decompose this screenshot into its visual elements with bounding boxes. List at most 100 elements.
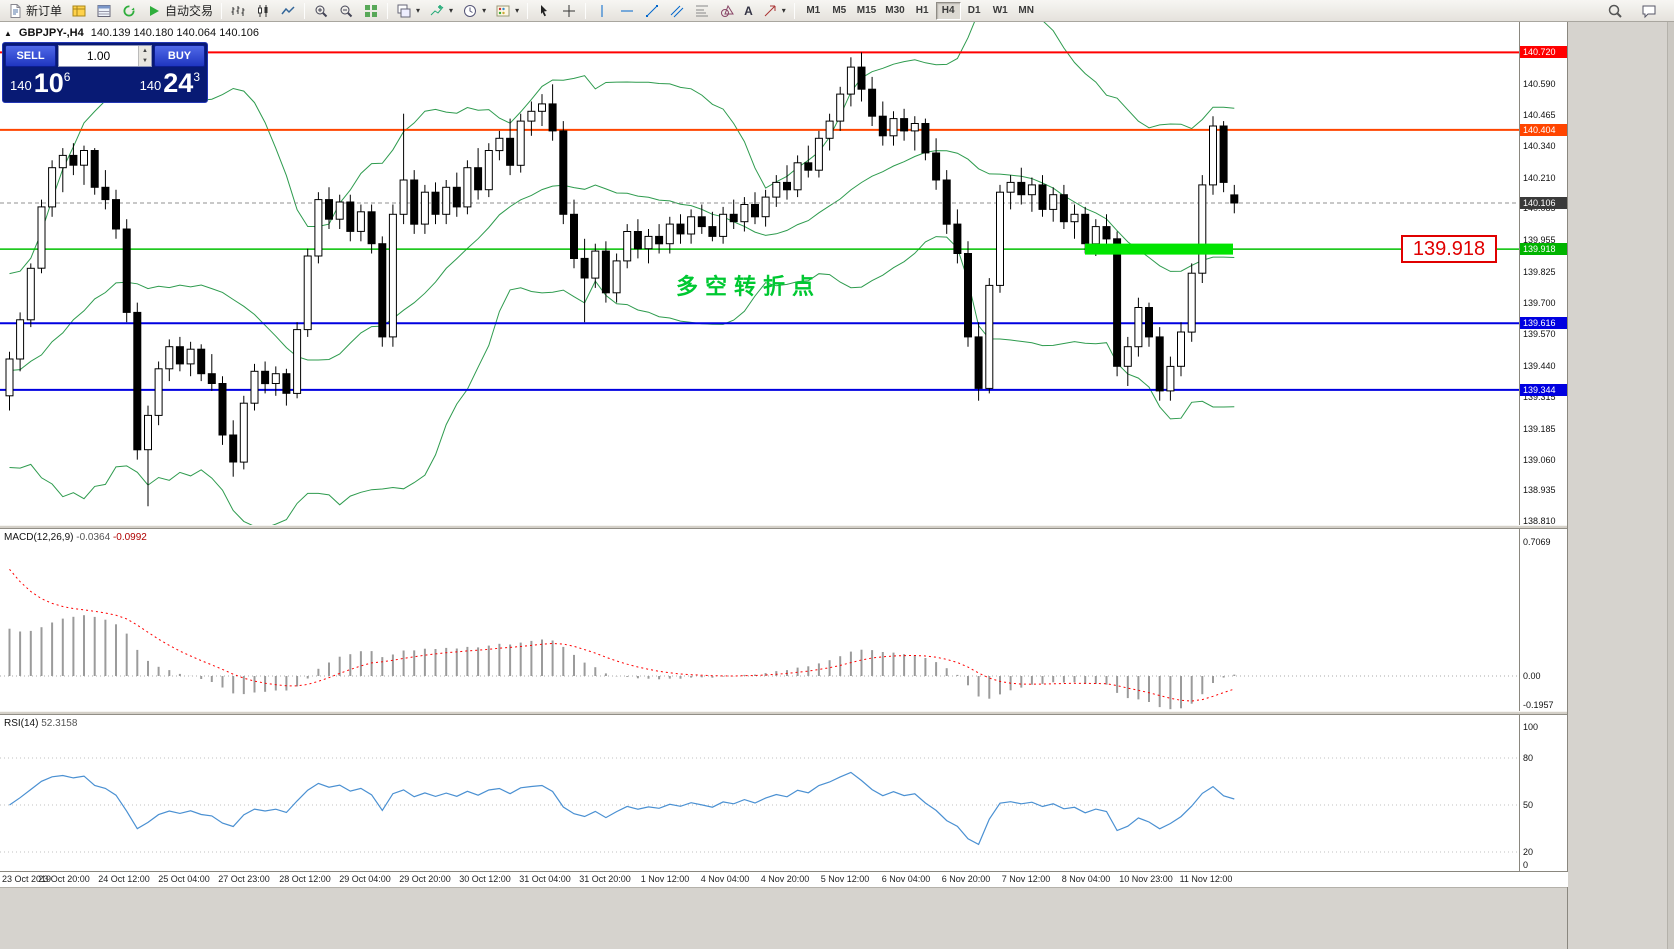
chat-button[interactable] <box>1637 1 1661 21</box>
chart-annotation-text: 多空转折点 <box>676 274 822 299</box>
periods-button[interactable]: ▾ <box>458 1 490 21</box>
price-callout-box: 139.918 <box>1401 235 1497 263</box>
time-axis-label: 11 Nov 12:00 <box>1179 874 1233 884</box>
chart-window: ▲ GBPJPY-,H4 140.139 140.180 140.064 140… <box>0 22 1568 949</box>
auto-trading-button[interactable]: 自动交易 <box>142 1 217 21</box>
auto-trading-label: 自动交易 <box>165 4 214 18</box>
macd-pane: MACD(12,26,9) -0.0364 -0.0992 0.7069 0.00… <box>0 529 1567 711</box>
sell-button[interactable]: SELL <box>5 45 56 67</box>
refresh-icon <box>121 3 137 19</box>
price-level-tag: 139.918 <box>1520 243 1568 255</box>
buy-price[interactable]: 140 24 3 <box>139 68 200 98</box>
price-tick-label: 138.810 <box>1523 516 1556 526</box>
candlestick-chart-button[interactable] <box>251 1 275 21</box>
cursor-icon <box>536 3 552 19</box>
collapse-panel-icon[interactable]: ▲ <box>4 28 12 38</box>
horizontal-line-button[interactable] <box>615 1 639 21</box>
search-button[interactable] <box>1603 1 1627 21</box>
dropdown-caret-icon: ▾ <box>482 6 487 15</box>
timeframe-m1-button[interactable]: M1 <box>801 2 826 20</box>
price-chart-canvas[interactable]: ▲ GBPJPY-,H4 140.139 140.180 140.064 140… <box>0 22 1520 525</box>
timeframe-m15-button[interactable]: M15 <box>853 2 880 20</box>
cursor-button[interactable] <box>532 1 556 21</box>
rsi-chart-canvas[interactable]: RSI(14) 52.3158 <box>0 715 1520 871</box>
price-pane: ▲ GBPJPY-,H4 140.139 140.180 140.064 140… <box>0 22 1568 526</box>
cascade-windows-icon <box>396 3 412 19</box>
sell-price[interactable]: 140 10 6 <box>10 68 71 98</box>
time-axis-label: 6 Nov 04:00 <box>881 874 931 884</box>
volume-up-icon[interactable]: ▲ <box>139 46 151 56</box>
arrow-tool-icon <box>762 3 778 19</box>
volume-down-icon[interactable]: ▼ <box>139 56 151 66</box>
main-toolbar: 新订单 自动交易 ▾ ▾ ▾ ▾ A ▾ M1 <box>0 0 1674 22</box>
timeframe-h1-button[interactable]: H1 <box>910 2 935 20</box>
arrow-tool-button[interactable]: ▾ <box>758 1 790 21</box>
crosshair-button[interactable] <box>557 1 581 21</box>
clock-icon <box>462 3 478 19</box>
rsi-scale-label: 20 <box>1523 847 1534 857</box>
indicators-button[interactable]: ▾ <box>425 1 457 21</box>
price-tick-label: 139.955 <box>1523 235 1556 245</box>
zoom-out-button[interactable] <box>334 1 358 21</box>
macd-chart-canvas[interactable]: MACD(12,26,9) -0.0364 -0.0992 <box>0 529 1520 711</box>
search-icon <box>1607 3 1623 19</box>
channel-button[interactable] <box>665 1 689 21</box>
right-panel-area <box>1568 22 1674 949</box>
price-tick-label: 139.700 <box>1523 298 1556 308</box>
time-axis[interactable]: 23 Oct 2019 23 Oct 20:00 24 Oct 12:00 25 Oc… <box>0 871 1568 887</box>
timeframe-m5-button[interactable]: M5 <box>827 2 852 20</box>
time-axis-label: 5 Nov 12:00 <box>820 874 870 884</box>
timeframe-mn-button[interactable]: MN <box>1014 2 1039 20</box>
cascade-windows-button[interactable]: ▾ <box>392 1 424 21</box>
fibonacci-button[interactable] <box>690 1 714 21</box>
zoom-in-icon <box>313 3 329 19</box>
tile-windows-button[interactable] <box>359 1 383 21</box>
buy-button[interactable]: BUY <box>154 45 205 67</box>
shapes-button[interactable] <box>715 1 739 21</box>
new-order-button[interactable]: 新订单 <box>3 1 66 21</box>
bar-chart-button[interactable] <box>226 1 250 21</box>
text-tool-button[interactable]: A <box>740 1 757 21</box>
macd-signal-value: -0.0992 <box>112 532 147 543</box>
time-axis-label: 27 Oct 23:00 <box>218 874 270 884</box>
toolbar-right-group <box>1603 1 1671 21</box>
price-axis[interactable]: 140.590140.465140.340140.210140.085139.9… <box>1519 22 1568 526</box>
price-level-tag: 140.720 <box>1520 46 1568 58</box>
dropdown-caret-icon: ▾ <box>449 6 454 15</box>
timeframe-d1-button[interactable]: D1 <box>962 2 987 20</box>
price-tick-label: 139.570 <box>1523 329 1556 339</box>
channel-icon <box>669 3 685 19</box>
crosshair-icon <box>561 3 577 19</box>
line-chart-button[interactable] <box>276 1 300 21</box>
timeframe-group: M1 M5 M15 M30 H1 H4 D1 W1 MN <box>801 1 1039 20</box>
indicators-icon <box>429 3 445 19</box>
rsi-axis[interactable]: 100 80 50 20 0 <box>1519 715 1567 871</box>
data-window-button[interactable] <box>92 1 116 21</box>
toolbar-separator <box>221 2 223 19</box>
zoom-in-button[interactable] <box>309 1 333 21</box>
pane-divider[interactable] <box>0 711 1567 715</box>
vertical-scrollbar[interactable] <box>1667 22 1674 949</box>
price-tick-label: 139.060 <box>1523 455 1556 465</box>
one-click-trading-panel: SELL ▲ ▼ BUY <box>2 42 208 103</box>
market-watch-button[interactable] <box>67 1 91 21</box>
vertical-line-button[interactable] <box>590 1 614 21</box>
timeframe-w1-button[interactable]: W1 <box>988 2 1013 20</box>
price-tick-label: 138.935 <box>1523 485 1556 495</box>
macd-axis[interactable]: 0.7069 0.00 -0.1957 <box>1519 529 1567 711</box>
volume-input[interactable] <box>59 46 138 66</box>
refresh-button[interactable] <box>117 1 141 21</box>
rsi-scale-label: 0 <box>1523 860 1529 870</box>
timeframe-m30-button[interactable]: M30 <box>881 2 908 20</box>
new-order-icon <box>7 3 23 19</box>
time-axis-label: 30 Oct 12:00 <box>459 874 511 884</box>
trendline-button[interactable] <box>640 1 664 21</box>
time-axis-label: 1 Nov 12:00 <box>640 874 690 884</box>
price-tick-label: 139.185 <box>1523 424 1556 434</box>
rsi-pane: RSI(14) 52.3158 100 80 50 20 0 <box>0 715 1567 871</box>
templates-button[interactable]: ▾ <box>491 1 523 21</box>
price-tick-label: 140.465 <box>1523 110 1556 120</box>
time-axis-label: 24 Oct 12:00 <box>98 874 150 884</box>
pane-divider[interactable] <box>0 525 1567 529</box>
timeframe-h4-button[interactable]: H4 <box>935 1 961 20</box>
